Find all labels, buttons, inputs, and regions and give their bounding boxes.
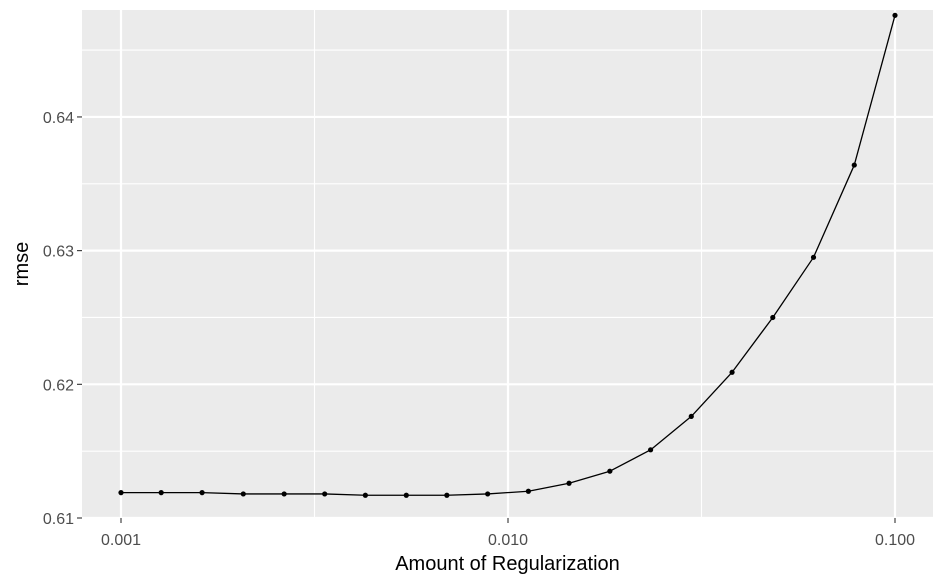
x-tick-label: 0.001 [101,532,141,549]
x-axis-title: Amount of Regularization [395,553,620,575]
y-tick-label: 0.62 [43,377,74,394]
y-tick-label: 0.64 [43,110,74,127]
data-point [444,492,450,498]
data-point [118,490,124,496]
data-point [607,468,613,474]
data-point [851,162,857,168]
series-layer [118,12,898,498]
data-point [566,480,572,486]
data-point [647,447,654,453]
data-point [810,254,817,260]
data-point [199,490,205,496]
data-point [688,413,694,419]
data-point [362,492,368,498]
data-point [281,491,287,497]
data-point [322,491,328,497]
data-point [770,314,776,321]
x-tick-label: 0.100 [875,532,915,549]
data-point [485,491,491,497]
y-tick-label: 0.63 [43,244,74,261]
data-point [525,488,531,494]
data-point [892,12,898,18]
data-point [240,491,246,497]
y-axis-title: rmse [11,242,33,286]
data-point [403,492,409,498]
axes-layer: 0.001 0.010 0.100 0.61 0.62 0.63 0.64 [43,110,915,549]
y-tick-label: 0.61 [43,511,74,528]
data-point [729,369,735,375]
x-tick-label: 0.010 [488,532,528,549]
series-line [121,15,896,496]
data-point [158,490,164,496]
